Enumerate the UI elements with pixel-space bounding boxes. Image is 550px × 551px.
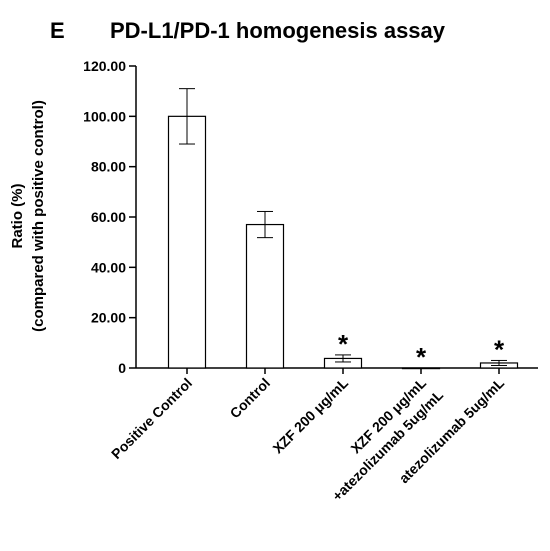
chart-title: PD-L1/PD-1 homogenesis assay (110, 18, 446, 43)
y-tick-label: 100.00 (83, 108, 126, 124)
y-axis-label-line-1: Ratio (%) (9, 184, 26, 249)
y-axis-label: Ratio (%) (compared with positive contro… (9, 100, 47, 332)
y-tick-label: 40.00 (91, 259, 126, 275)
bar (245, 223, 285, 369)
y-tick-label: 80.00 (91, 159, 126, 175)
x-tick-label: Control (227, 375, 274, 422)
significance-marker: * (494, 334, 505, 364)
x-tick-label: Positive Control (108, 375, 195, 462)
plot-area: 0 20.00 40.00 60.00 80.00 100.00 120.00 Positiv… (83, 58, 538, 504)
y-tick-label: 0 (118, 360, 126, 376)
significance-marker: * (338, 329, 349, 359)
panel-label: E (50, 18, 65, 43)
y-tick-label: 60.00 (91, 209, 126, 225)
x-tick-label: XZF 200 μg/mL (269, 374, 351, 456)
bar (167, 115, 207, 369)
y-axis-label-line-2: (compared with positive control) (30, 100, 47, 332)
significance-marker: * (416, 342, 427, 372)
y-tick-label: 20.00 (91, 310, 126, 326)
y-tick-label: 120.00 (83, 58, 126, 74)
